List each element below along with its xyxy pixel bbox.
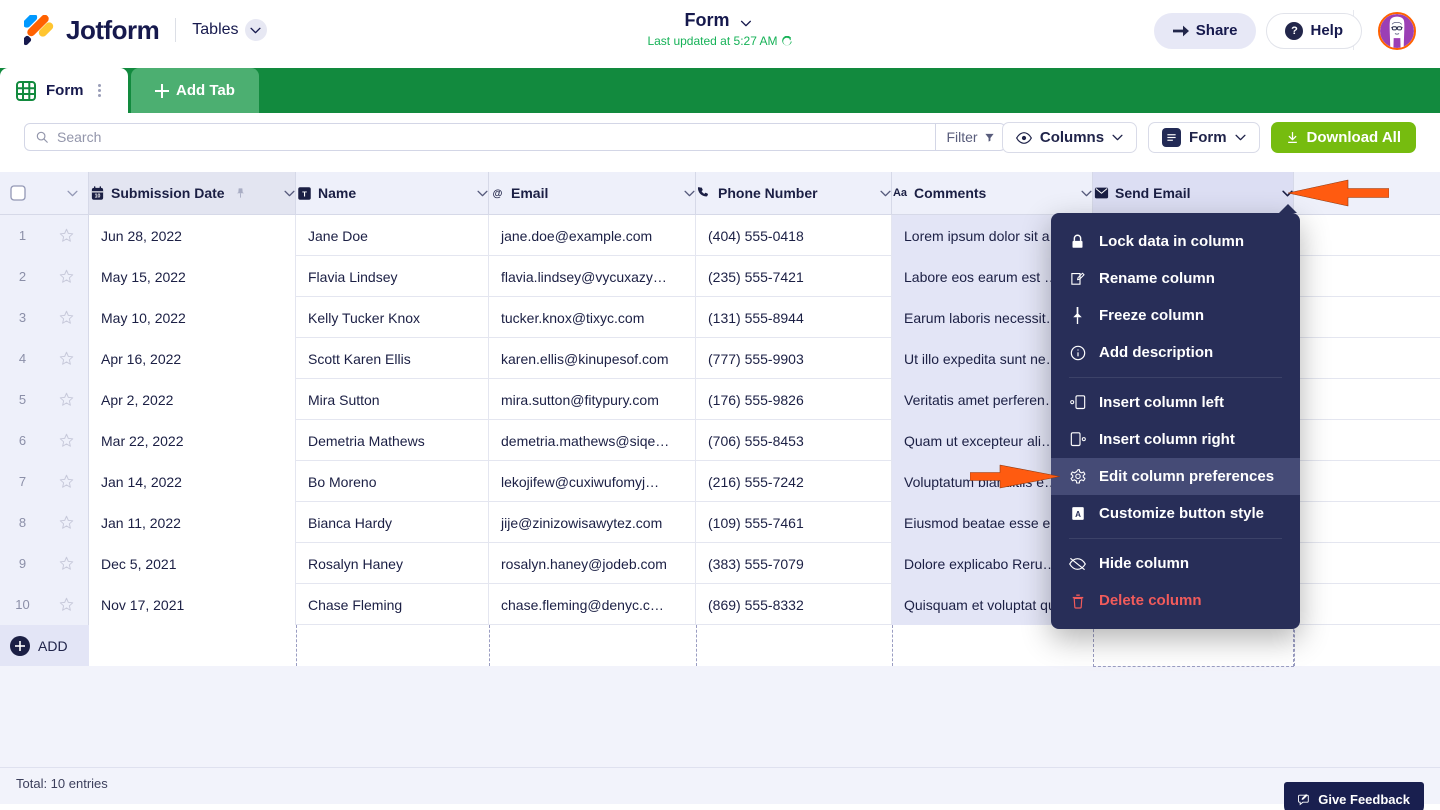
svg-text:@: @ [492,188,502,199]
svg-text:A: A [1075,510,1081,519]
svg-text:T: T [302,189,307,198]
svg-text:10: 10 [94,193,100,199]
